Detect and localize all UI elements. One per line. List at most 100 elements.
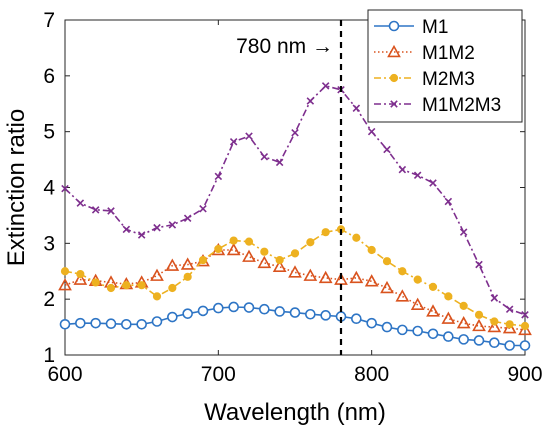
series-m2m3-point <box>428 282 438 291</box>
series-m1-point <box>105 318 117 330</box>
legend-m1m2m3: M1M2M3 <box>374 95 501 116</box>
series-m1m2m3-point <box>61 184 69 193</box>
y-tick-label: 3 <box>43 232 55 255</box>
series-m1m2m3-point <box>229 137 238 146</box>
series-m2m3-point <box>352 233 361 242</box>
series-m2m3-point <box>137 281 146 290</box>
series-m1m2-point <box>349 270 364 284</box>
series-m1m2m3-point <box>398 165 407 174</box>
series-layer <box>58 82 532 351</box>
series-m1m2-point <box>456 316 471 329</box>
series-m1m2-point <box>395 289 410 302</box>
series-m1m2m3-point <box>260 153 269 161</box>
y-tick-label: 7 <box>43 9 55 32</box>
series-m1m2-point <box>165 258 180 271</box>
series-m2m3-point <box>382 257 392 266</box>
series-m2m3-point <box>321 228 330 237</box>
legend-m1m2: M1M2 <box>374 43 475 64</box>
series-m1-point <box>259 303 270 315</box>
x-tick-label: 900 <box>507 363 542 386</box>
legend-m1-label: M1 <box>422 17 448 38</box>
y-axis-title: Extinction ratio <box>3 109 30 266</box>
y-tick-label: 5 <box>43 121 55 144</box>
series-m2m3-point <box>306 238 315 247</box>
series-m1-point <box>59 318 71 330</box>
series-m2m3 <box>60 225 530 331</box>
series-m1m2-point <box>226 242 241 256</box>
series-m1m2m3-point <box>183 214 192 222</box>
series-m1m2-point <box>502 321 517 334</box>
series-m1-point <box>443 331 454 342</box>
series-m2m3-point <box>198 255 208 265</box>
legend-m1m2m3-point <box>390 100 398 108</box>
series-m1-point <box>489 337 500 349</box>
series-m1m2-point <box>364 274 379 287</box>
series-m1m2-point <box>288 265 302 278</box>
series-m1m2-point <box>150 268 164 281</box>
series-m1m2m3-point <box>383 145 391 154</box>
series-m1-point <box>305 308 316 320</box>
series-m1-point <box>427 328 439 340</box>
series-m2m3-point <box>474 310 484 319</box>
series-m1-point <box>274 306 285 317</box>
series-m1-point <box>289 307 301 318</box>
series-m1-point <box>151 316 163 327</box>
series-m1m2m3-point <box>291 129 299 137</box>
legend-m1m2m3-label: M1M2M3 <box>422 95 501 116</box>
series-m2m3-point <box>398 267 407 276</box>
series-m2m3-point <box>290 249 300 258</box>
y-tick-label: 2 <box>43 288 55 311</box>
y-tick-label: 4 <box>43 177 55 200</box>
series-m2m3-point <box>183 272 192 281</box>
series-m1m2m3-point <box>168 221 177 229</box>
x-axis-title: Wavelength (nm) <box>204 399 386 426</box>
series-m1m2-point <box>410 297 425 310</box>
series-m2m3-point <box>60 267 70 276</box>
series-m1m2-point <box>518 322 532 336</box>
legend-m1: M1 <box>374 17 448 38</box>
series-m1-point <box>75 317 86 329</box>
series-m1m2m3-point <box>153 223 161 232</box>
series-m1m2-point <box>380 280 394 294</box>
legend-m2m3: M2M3 <box>374 69 475 90</box>
series-m2m3-point <box>520 321 530 331</box>
series-m1-point <box>197 305 209 317</box>
series-m1m2m3-point <box>459 228 468 236</box>
legend-m1-point <box>388 20 400 32</box>
series-m1m2m3-point <box>475 260 483 269</box>
series-m2m3-point <box>275 255 284 265</box>
y-tick-label: 1 <box>43 344 55 367</box>
legend-m2m3-point <box>389 73 399 83</box>
series-m1-point <box>121 318 132 330</box>
series-m1m2m3-point <box>490 294 499 302</box>
series-m1-point <box>320 310 331 321</box>
series-m1-point <box>167 311 178 323</box>
series-m1 <box>59 301 531 351</box>
series-m1m2m3-point <box>107 207 115 215</box>
y-tick-label: 6 <box>43 65 55 88</box>
series-m1-point <box>473 335 485 346</box>
series-m2m3-point <box>168 283 177 293</box>
series-m2m3-point <box>413 275 422 284</box>
series-m1m2m3-point <box>367 127 376 136</box>
series-m1m2m3-point <box>199 204 207 213</box>
series-m1-point <box>228 301 239 313</box>
x-tick-label: 600 <box>47 363 82 386</box>
series-m2m3-point <box>444 292 453 301</box>
annotation-layer: 780 nm → <box>236 20 343 355</box>
series-m1m2m3-point <box>505 305 514 313</box>
x-tick-label: 700 <box>201 363 236 386</box>
series-m1m2m3-point <box>122 225 131 234</box>
series-m1m2-line <box>64 249 526 331</box>
series-m1m2m3-point <box>306 97 315 105</box>
series-m1-point <box>366 317 377 329</box>
series-m1m2m3-point <box>76 199 85 207</box>
series-m2m3-point <box>152 292 162 301</box>
series-m2m3-point <box>459 301 468 310</box>
axis-ticks: 600 700 800 900 1 2 3 4 5 6 7 <box>43 9 542 386</box>
series-m1m2m3-point <box>275 158 284 167</box>
annotation-label: 780 nm → <box>236 35 333 58</box>
series-m2m3-point <box>91 278 100 287</box>
series-m1-point <box>182 308 193 319</box>
series-m2m3-point <box>490 317 499 326</box>
